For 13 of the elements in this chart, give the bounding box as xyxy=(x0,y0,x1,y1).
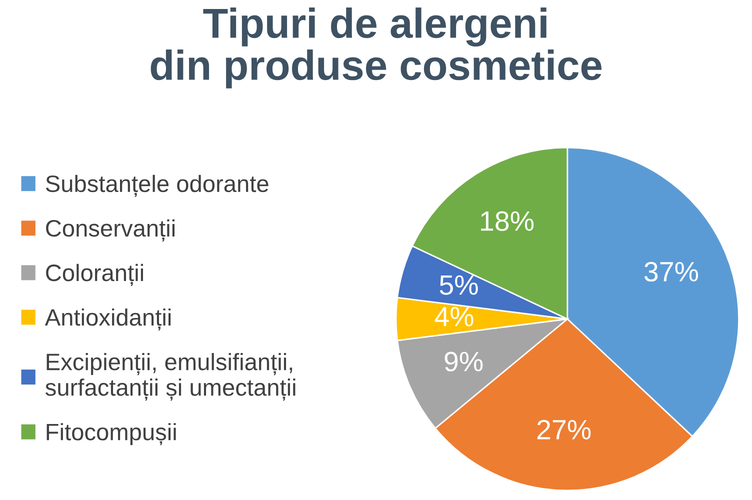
chart-title: Tipuri de alergeni din produse cosmetice xyxy=(150,8,602,88)
legend-label: Coloranții xyxy=(46,264,144,286)
legend-label: Conservanții xyxy=(46,219,175,242)
legend-label: Antioxidanții xyxy=(44,308,171,331)
data-label: 37% xyxy=(644,262,698,282)
legend-label: Excipienții, emulsifianții, surfactanții și umectanții xyxy=(46,352,296,401)
data-label: 5% xyxy=(440,275,478,295)
data-label: 9% xyxy=(444,352,483,372)
legend-label: Fitocompușii xyxy=(46,423,176,446)
data-label: 4% xyxy=(434,306,474,326)
data-label: 27% xyxy=(537,420,591,440)
legend-label: Substanțele odorante xyxy=(46,174,268,197)
data-label: 18% xyxy=(481,211,534,231)
